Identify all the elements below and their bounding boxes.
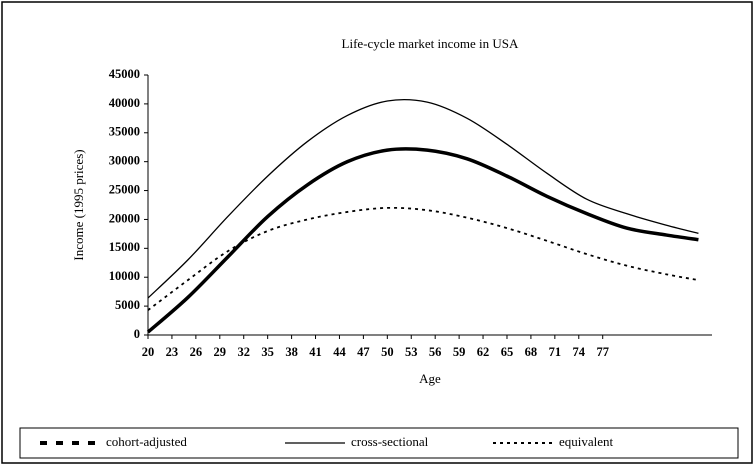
y-tick-label: 10000 — [109, 269, 140, 283]
x-axis-label: Age — [419, 371, 441, 386]
x-tick-label: 56 — [429, 345, 442, 359]
legend-label: cohort-adjusted — [106, 434, 187, 449]
y-tick-label: 30000 — [109, 154, 140, 168]
legend-box — [19, 427, 739, 459]
series-line — [147, 98, 699, 299]
x-tick-label: 20 — [142, 345, 155, 359]
x-tick-label: 41 — [309, 345, 322, 359]
x-tick-label: 59 — [453, 345, 466, 359]
x-tick-label: 35 — [261, 345, 274, 359]
legend-label: cross-sectional — [351, 434, 429, 449]
y-axis-label: Income (1995 prices) — [71, 149, 86, 260]
x-tick-label: 38 — [285, 345, 298, 359]
x-tick-label: 65 — [501, 345, 514, 359]
y-tick-label: 35000 — [109, 125, 140, 139]
y-tick-label: 20000 — [109, 211, 140, 225]
legend-label: equivalent — [559, 434, 614, 449]
x-tick-label: 68 — [525, 345, 538, 359]
x-tick-label: 23 — [166, 345, 179, 359]
x-tick-label: 77 — [596, 345, 609, 359]
x-tick-label: 62 — [477, 345, 490, 359]
y-tick-label: 0 — [134, 327, 140, 341]
y-tick-label: 5000 — [115, 298, 140, 312]
y-tick-label: 25000 — [109, 182, 140, 196]
x-tick-label: 71 — [549, 345, 562, 359]
y-tick-label: 45000 — [109, 67, 140, 81]
x-tick-label: 44 — [333, 345, 346, 359]
series-line — [147, 206, 699, 311]
y-tick-label: 15000 — [109, 240, 140, 254]
x-tick-label: 74 — [573, 345, 586, 359]
x-tick-label: 47 — [357, 345, 370, 359]
x-tick-label: 53 — [405, 345, 418, 359]
x-tick-label: 29 — [214, 345, 227, 359]
y-tick-label: 40000 — [109, 96, 140, 110]
x-tick-label: 50 — [381, 345, 394, 359]
x-tick-label: 26 — [190, 345, 203, 359]
chart-title: Life-cycle market income in USA — [342, 36, 519, 51]
x-tick-label: 32 — [237, 345, 250, 359]
